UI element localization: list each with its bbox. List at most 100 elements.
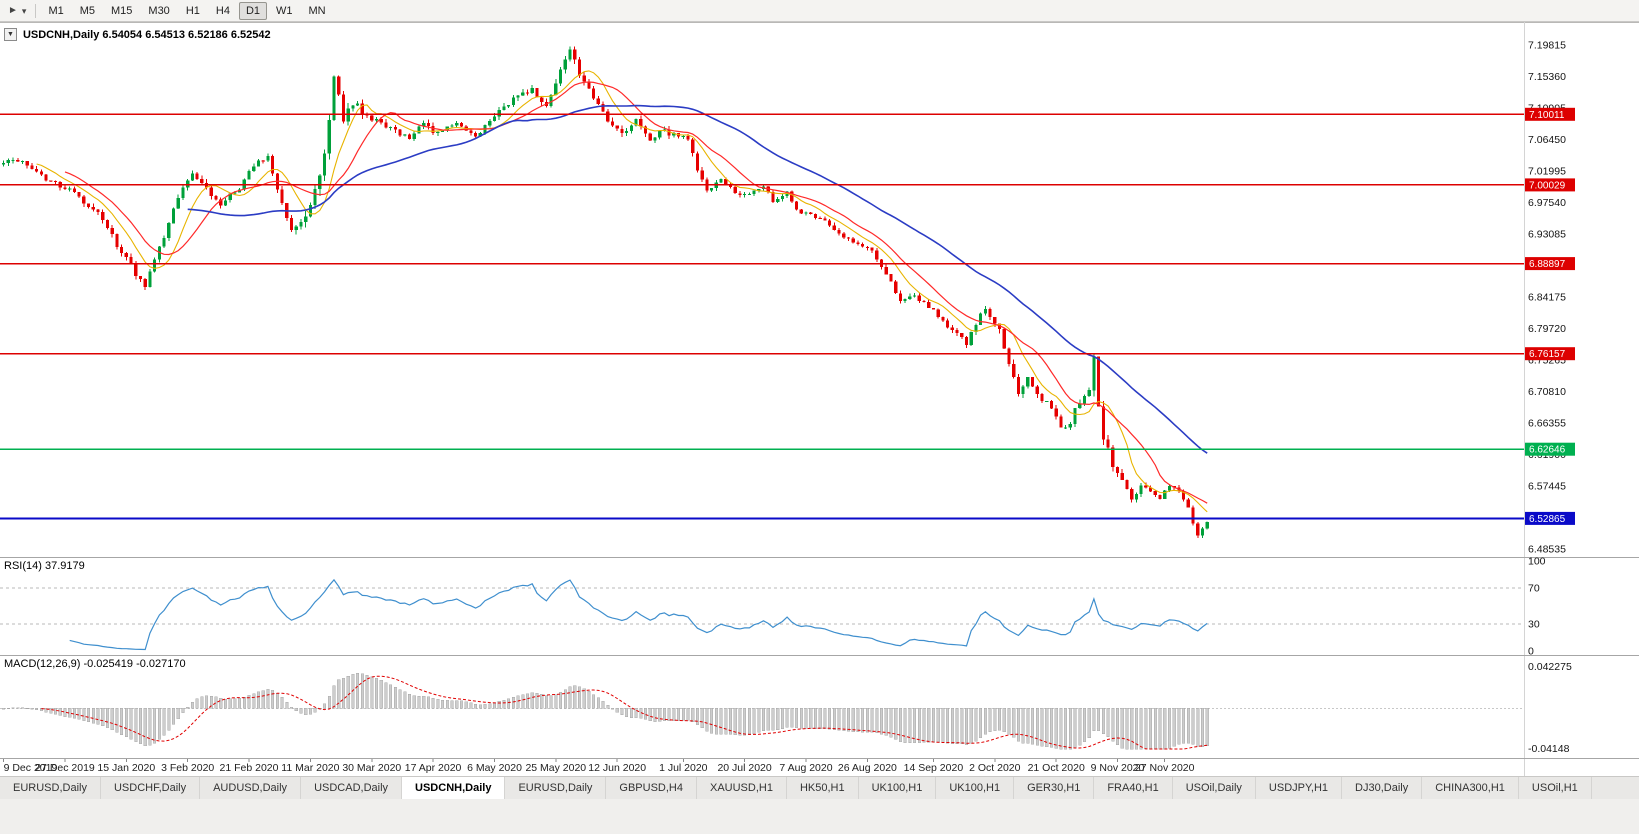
price-tick-label: 7.15360 <box>1528 71 1566 83</box>
chart-tab[interactable]: USDCNH,Daily <box>402 777 506 799</box>
date-tick-label: 2 Oct 2020 <box>969 762 1021 774</box>
chart-tab[interactable]: GER30,H1 <box>1014 777 1095 799</box>
rsi-axis-label: 100 <box>1528 556 1546 568</box>
chart-tab[interactable]: EURUSD,Daily <box>0 777 101 799</box>
timeframe-button-mn[interactable]: MN <box>308 4 326 17</box>
price-badges: 7.10011 7.00029 6.88897 6.76157 6.62646 6.528… <box>1525 107 1575 525</box>
chart-tab-label: USOil,Daily <box>1185 782 1242 794</box>
date-tick-label: 9 Dec 2019 <box>4 762 58 774</box>
candlestick-plot[interactable] <box>2 46 1209 539</box>
macd-pane[interactable] <box>0 655 1524 758</box>
chart-tab-label: FRA40,H1 <box>1107 782 1159 794</box>
chart-tab[interactable]: USDCHF,Daily <box>100 777 201 799</box>
date-tick-label: 3 Feb 2020 <box>161 762 214 774</box>
timeframe-button-m1[interactable]: M1 <box>48 4 64 17</box>
price-tick-label: 6.66355 <box>1528 418 1566 430</box>
chart-tab-label: UK100,H1 <box>871 782 923 794</box>
timeframe-button-h1[interactable]: H1 <box>185 4 200 17</box>
chart-tab-label: XAUUSD,H1 <box>709 782 773 794</box>
timeframe-button-m30[interactable]: M30 <box>148 4 170 17</box>
rsi-axis-label: 30 <box>1528 619 1540 631</box>
chart-tab[interactable]: USDJPY,H1 <box>1255 777 1343 799</box>
chart-window: 7.198157.153607.109057.064507.019956.975… <box>0 22 1639 776</box>
chart-tab-label: USOil,H1 <box>1531 782 1578 794</box>
chart-tab[interactable]: USOil,H1 <box>1518 777 1592 799</box>
chart-tab[interactable]: DJ30,Daily <box>1342 777 1423 799</box>
chart-tab-label: USDJPY,H1 <box>1268 782 1329 794</box>
chart-tab[interactable]: CHINA300,H1 <box>1422 777 1519 799</box>
date-tick-label: 21 Feb 2020 <box>220 762 279 774</box>
macd-axis-label: -0.04148 <box>1528 743 1570 755</box>
chart-tab-label: AUDUSD,Daily <box>213 782 288 794</box>
chart-tab[interactable]: EURUSD,Daily <box>505 777 607 799</box>
date-axis[interactable] <box>0 758 1524 776</box>
chart-tab[interactable]: HK50,H1 <box>786 777 859 799</box>
date-tick-label: 17 Apr 2020 <box>405 762 462 774</box>
timeframe-button-h4[interactable]: H4 <box>215 4 230 17</box>
pointer-icon[interactable]: ► <box>8 4 18 16</box>
price-badge-label: 6.88897 <box>1529 259 1566 270</box>
date-tick-label: 1 Jul 2020 <box>659 762 708 774</box>
price-tick-label: 6.84175 <box>1528 292 1566 304</box>
rsi-indicator-label: RSI(14) 37.9179 <box>4 560 85 572</box>
chart-tab[interactable]: USDCAD,Daily <box>301 777 403 799</box>
chart-tab-label: GER30,H1 <box>1027 782 1081 794</box>
date-tick-label: 11 Mar 2020 <box>281 762 339 774</box>
date-tick-label: 15 Jan 2020 <box>97 762 155 774</box>
chart-tab[interactable]: USOil,Daily <box>1172 777 1256 799</box>
horizontal-level-lines[interactable] <box>0 113 1524 520</box>
timeframe-button-m15[interactable]: M15 <box>111 4 133 17</box>
price-badge-label: 7.10011 <box>1529 110 1565 121</box>
rsi-pane[interactable] <box>0 557 1524 655</box>
rsi-line <box>69 578 1208 651</box>
chart-tab[interactable]: AUDUSD,Daily <box>200 777 302 799</box>
macd-signal-line <box>41 675 1208 750</box>
timeframe-button-m5[interactable]: M5 <box>79 4 95 17</box>
date-tick-label: 27 Dec 2019 <box>35 762 95 774</box>
chart-tab-label: USDCAD,Daily <box>314 782 389 794</box>
chart-canvas[interactable]: 7.198157.153607.109057.064507.019956.975… <box>0 22 1639 776</box>
timeframe-button-w1[interactable]: W1 <box>276 4 293 17</box>
date-tick-label: 26 Aug 2020 <box>838 762 897 774</box>
price-badge-label: 6.52865 <box>1529 514 1566 525</box>
status-area <box>0 799 1639 834</box>
chart-tab-label: USDCHF,Daily <box>113 782 187 794</box>
price-badge-label: 6.62646 <box>1529 445 1566 456</box>
price-tick-label: 7.01995 <box>1528 166 1566 178</box>
chart-tab-label: DJ30,Daily <box>1355 782 1409 794</box>
price-badge-label: 6.76157 <box>1529 349 1566 360</box>
macd-indicator-label: MACD(12,26,9) -0.025419 -0.027170 <box>4 658 186 670</box>
macd-axis-label: 0.042275 <box>1528 661 1572 673</box>
chart-tab-label: HK50,H1 <box>799 782 845 794</box>
date-tick-label: 30 Mar 2020 <box>342 762 401 774</box>
main-pane[interactable] <box>0 22 1524 557</box>
date-tick-label: 21 Oct 2020 <box>1028 762 1085 774</box>
chart-tab[interactable]: GBPUSD,H4 <box>606 777 697 799</box>
chart-dropdown-icon[interactable]: ▼ <box>4 28 17 41</box>
date-axis-labels: 9 Dec 201927 Dec 201915 Jan 2020 3 Feb 20… <box>3 759 1195 774</box>
chart-tab-label: CHINA300,H1 <box>1435 782 1505 794</box>
chart-tab-label: EURUSD,Daily <box>518 782 593 794</box>
chart-tab[interactable]: UK100,H1 <box>858 777 937 799</box>
chart-tab[interactable]: XAUUSD,H1 <box>696 777 787 799</box>
toolbar-dropdown-icon[interactable]: ▾ <box>21 5 27 16</box>
price-axis[interactable] <box>1524 22 1639 758</box>
date-tick-label: 25 May 2020 <box>525 762 586 774</box>
timeframe-buttons: M1 M5 M15 M30 H1 H4 D1 W1 MN <box>41 1 332 20</box>
chart-tab[interactable]: UK100,H1 <box>936 777 1015 799</box>
price-tick-label: 7.19815 <box>1528 40 1566 52</box>
ma-mid-line <box>64 81 1208 504</box>
price-badge-label: 7.00029 <box>1529 180 1566 191</box>
price-tick-label: 6.97540 <box>1528 197 1566 209</box>
chart-tab-label: GBPUSD,H4 <box>619 782 683 794</box>
date-tick-label: 27 Nov 2020 <box>1135 762 1195 774</box>
chart-tab-label: EURUSD,Daily <box>13 782 87 794</box>
date-tick-label: 14 Sep 2020 <box>904 762 964 774</box>
timeframe-toolbar: ► ▾ M1 M5 M15 M30 H1 H4 D1 W1 MN <box>0 0 1639 22</box>
timeframe-button-d1[interactable]: D1 <box>238 1 267 20</box>
chart-ohlc-header: ▼ USDCNH,Daily 6.54054 6.54513 6.52186 6… <box>4 28 271 41</box>
chart-tab[interactable]: FRA40,H1 <box>1094 777 1173 799</box>
chart-ohlc-text: USDCNH,Daily 6.54054 6.54513 6.52186 6.5… <box>22 28 271 41</box>
date-tick-label: 12 Jun 2020 <box>588 762 646 774</box>
